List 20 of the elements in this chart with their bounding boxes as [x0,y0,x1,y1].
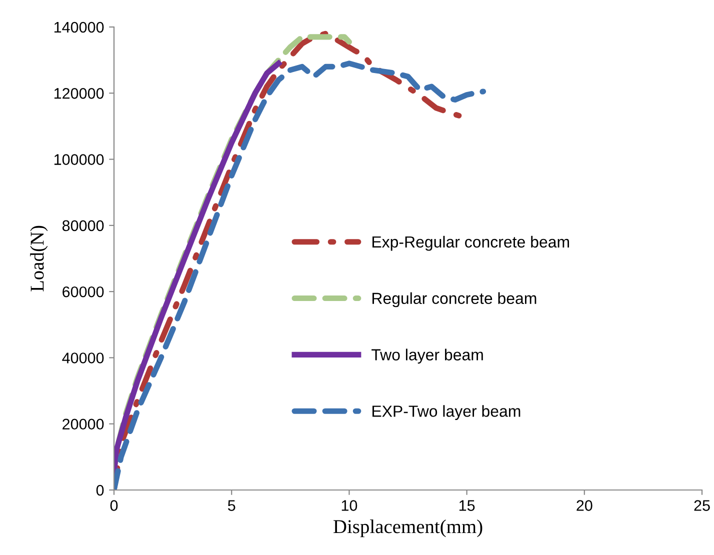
x-axis-title: Displacement(mm) [334,520,482,538]
x-tick-label: 10 [342,500,358,511]
legend-label: Regular concrete beam [372,292,536,308]
legend-label: Exp-Regular concrete beam [372,236,569,251]
x-tick-label: 25 [694,500,710,511]
legend-label: Two layer beam [372,348,483,364]
x-tick-label: 5 [228,500,236,511]
x-tick-label: 0 [110,500,118,511]
x-tick-label: 15 [459,500,475,511]
y-tick-label: 80000 [62,220,104,232]
x-tick-label: 20 [576,500,592,511]
legend-label: EXP-Two layer beam [372,405,520,420]
y-tick-label: 100000 [54,154,104,165]
y-tick-label: 40000 [62,352,104,364]
y-tick-label: 20000 [62,418,104,430]
y-axis-title: Load(N) [30,226,48,292]
y-tick-label: 140000 [54,22,104,33]
y-tick-label: 120000 [54,88,104,99]
y-tick-label: 60000 [62,286,104,298]
y-tick-label: 0 [96,484,104,496]
